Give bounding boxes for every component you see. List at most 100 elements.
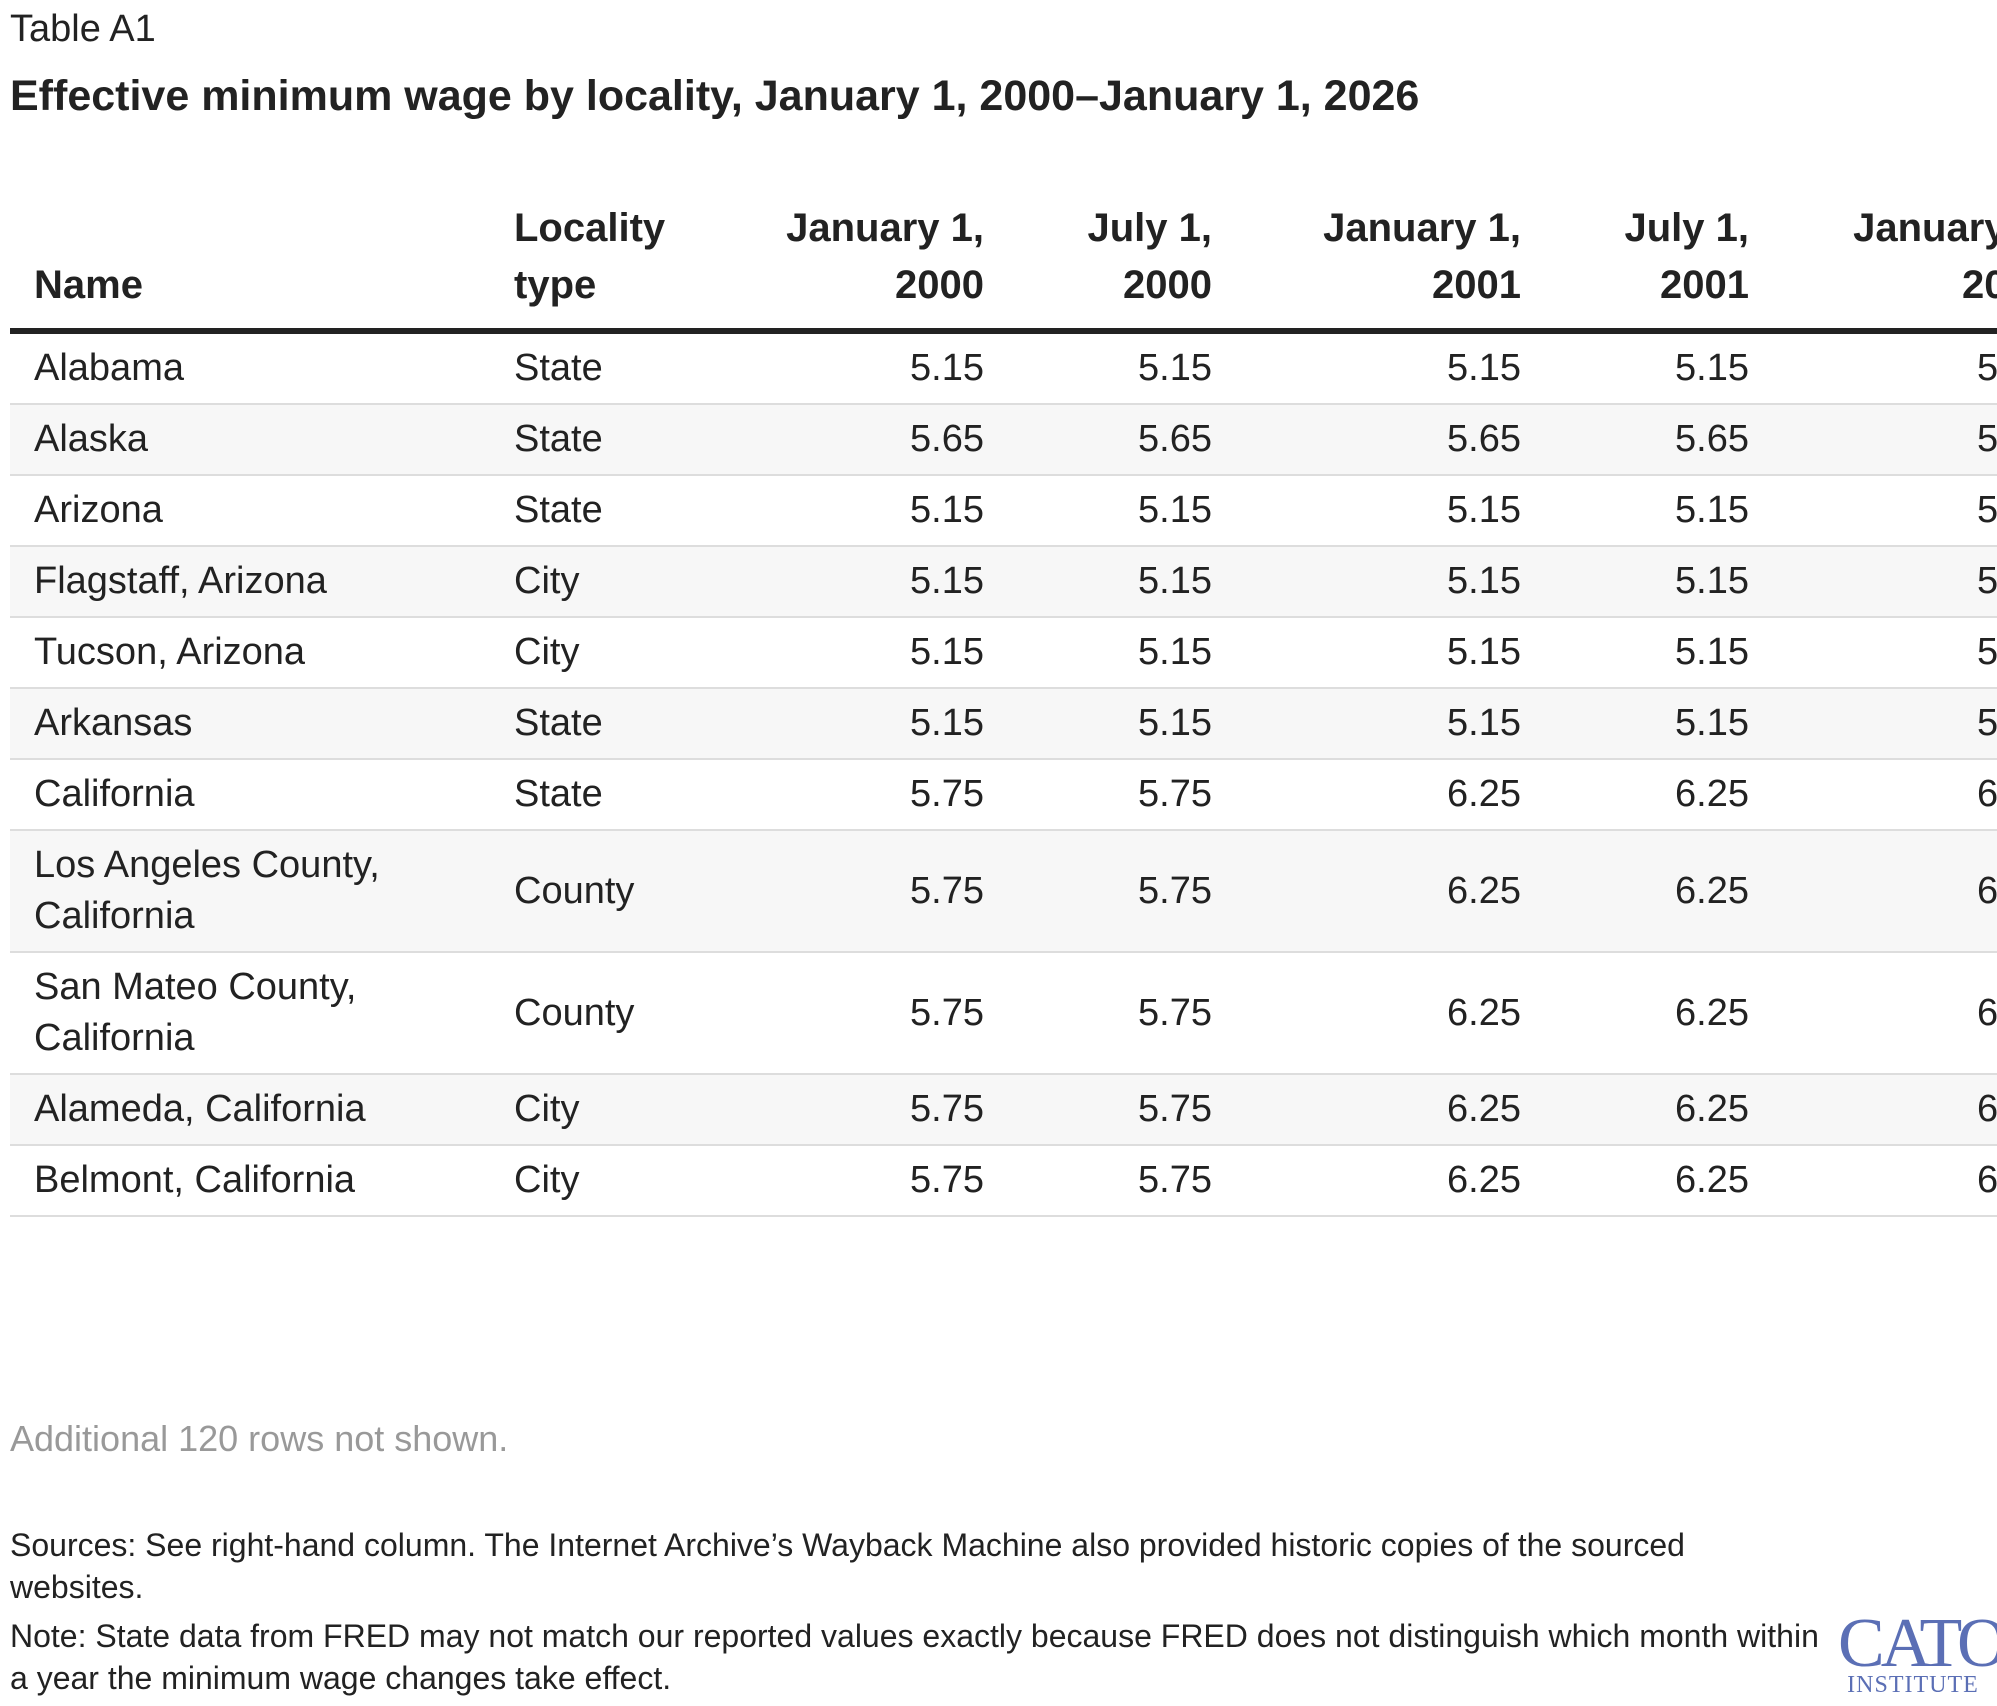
note: Note: State data from FRED may not match… [10, 1618, 1819, 1696]
name-cell: Arkansas [10, 688, 490, 760]
value-cell: 5.65 [1545, 404, 1773, 476]
value-cell: 6.25 [1545, 830, 1773, 953]
column-header: July 1, 2000 [1008, 200, 1236, 334]
type-cell: City [490, 546, 760, 618]
table-row: Belmont, California City 5.75 5.75 6.25 6.25 6… [10, 1145, 1997, 1217]
value-cell: 5.75 [1008, 759, 1236, 831]
logo: CATO INSTITUTE [1838, 1605, 1997, 1698]
value-cell: 6.75 [1773, 1145, 1997, 1217]
value-cell: 5.15 [760, 475, 1008, 547]
value-cell: 5.15 [760, 617, 1008, 689]
value-cell: 5.15 [1773, 546, 1997, 618]
value-cell: 5.15 [760, 331, 1008, 405]
type-cell: City [490, 617, 760, 689]
table-row: San Mateo County, California County 5.75 5.… [10, 952, 1997, 1075]
type-cell: State [490, 331, 760, 405]
value-cell: 5.15 [1008, 331, 1236, 405]
value-cell: 5.15 [1236, 688, 1545, 760]
value-cell: 6.75 [1773, 1074, 1997, 1146]
value-cell: 5.15 [1008, 617, 1236, 689]
rows-note: Additional 120 rows not shown. [10, 1418, 509, 1459]
value-cell: 5.15 [1773, 475, 1997, 547]
table-row: Los Angeles County, California County 5.75… [10, 830, 1997, 953]
table-body: AlabamaState5.155.155.155.155.15AlaskaSt… [10, 331, 1997, 1217]
type-cell: State [490, 688, 760, 760]
value-cell: 5.75 [760, 830, 1008, 953]
value-cell: 6.75 [1773, 830, 1997, 953]
value-cell: 5.65 [760, 404, 1008, 476]
value-cell: 5.15 [1008, 688, 1236, 760]
column-header: January 1, 2002 [1773, 200, 1997, 334]
value-cell: 6.75 [1773, 759, 1997, 831]
value-cell: 5.75 [760, 759, 1008, 831]
logo-sub: INSTITUTE [1847, 1672, 1979, 1698]
value-cell: 6.25 [1545, 759, 1773, 831]
value-cell: 5.65 [1236, 404, 1545, 476]
table-wrap: Name Locality type January 1, 2000 July 1, … [10, 200, 1997, 1217]
type-cell: State [490, 404, 760, 476]
value-cell: 5.75 [1008, 1074, 1236, 1146]
value-cell: 5.15 [1236, 617, 1545, 689]
table-row: Flagstaff, ArizonaCity5.155.155.155.155.… [10, 546, 1997, 618]
value-cell: 6.75 [1773, 952, 1997, 1075]
column-header: January 1, 2001 [1236, 200, 1545, 334]
logo-name: CATO [1838, 1605, 1997, 1682]
sources: Sources: See right-hand column. The Inte… [10, 1527, 1685, 1605]
value-cell: 5.65 [1773, 404, 1997, 476]
value-cell: 5.15 [1545, 475, 1773, 547]
value-cell: 5.15 [1773, 331, 1997, 405]
value-cell: 5.75 [1008, 830, 1236, 953]
value-cell: 6.25 [1236, 759, 1545, 831]
table-title: Effective minimum wage by locality, Janu… [10, 72, 1420, 120]
type-cell: County [490, 830, 760, 953]
value-cell: 5.15 [1236, 546, 1545, 618]
name-cell: Alameda, California [10, 1074, 490, 1146]
name-cell: Alaska [10, 404, 490, 476]
name-cell: Flagstaff, Arizona [10, 546, 490, 618]
value-cell: 5.75 [760, 1145, 1008, 1217]
value-cell: 6.25 [1545, 952, 1773, 1075]
column-header: July 1, 2001 [1545, 200, 1773, 334]
value-cell: 5.75 [760, 1074, 1008, 1146]
name-cell: Alabama [10, 331, 490, 405]
value-cell: 5.15 [1236, 475, 1545, 547]
value-cell: 5.15 [1545, 331, 1773, 405]
value-cell: 5.15 [1773, 617, 1997, 689]
value-cell: 6.25 [1236, 1074, 1545, 1146]
name-cell: Belmont, California [10, 1145, 490, 1217]
data-table: Name Locality type January 1, 2000 July 1, … [10, 200, 1997, 1217]
header-row: Name Locality type January 1, 2000 July 1, … [10, 200, 1997, 334]
table-row: Alameda, California City 5.75 5.75 6.25 6.25 6… [10, 1074, 1997, 1146]
table-label: Table A1 [10, 8, 156, 50]
value-cell: 5.15 [1545, 688, 1773, 760]
type-cell: State [490, 759, 760, 831]
value-cell: 6.25 [1545, 1145, 1773, 1217]
column-header: Locality type [490, 200, 760, 334]
column-header: January 1, 2000 [760, 200, 1008, 334]
name-cell: Arizona [10, 475, 490, 547]
value-cell: 5.15 [1545, 617, 1773, 689]
value-cell: 5.75 [1008, 952, 1236, 1075]
value-cell: 5.15 [760, 546, 1008, 618]
value-cell: 5.15 [1773, 688, 1997, 760]
value-cell: 5.15 [1545, 546, 1773, 618]
value-cell: 5.15 [1008, 546, 1236, 618]
type-cell: City [490, 1145, 760, 1217]
value-cell: 5.75 [760, 952, 1008, 1075]
value-cell: 5.75 [1008, 1145, 1236, 1217]
value-cell: 5.15 [1008, 475, 1236, 547]
type-cell: City [490, 1074, 760, 1146]
column-header: Name [10, 200, 490, 334]
name-cell: Los Angeles County, California [10, 830, 490, 953]
value-cell: 6.25 [1236, 830, 1545, 953]
name-cell: San Mateo County, California [10, 952, 490, 1075]
name-cell: Tucson, Arizona [10, 617, 490, 689]
value-cell: 5.65 [1008, 404, 1236, 476]
